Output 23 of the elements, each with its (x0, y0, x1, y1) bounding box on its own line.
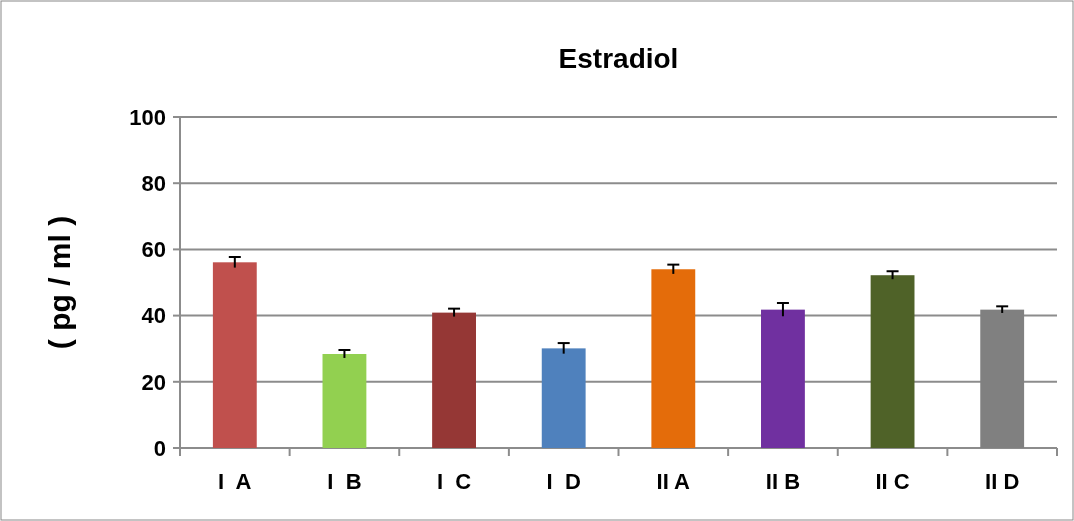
bar (432, 312, 476, 448)
x-tick-label: I B (327, 469, 362, 494)
y-axis-title: ( pg / ml ) (43, 215, 76, 350)
y-tick-label: 60 (141, 237, 166, 263)
bar (870, 275, 915, 448)
x-tick-label: I C (436, 469, 472, 494)
y-tick-label: 40 (141, 303, 166, 329)
x-tick-label: II D (985, 469, 1020, 494)
bar (541, 348, 586, 448)
y-tick-label: 20 (141, 369, 166, 395)
x-tick-label: II C (875, 469, 910, 494)
y-tick-label: 80 (141, 170, 166, 196)
x-tick-label: II B (765, 469, 801, 494)
y-tick-label: 100 (129, 104, 166, 130)
x-tick-label: II A (656, 469, 691, 494)
x-tick-label: I A (218, 469, 252, 494)
bar (322, 354, 367, 448)
chart-title: Estradiol (558, 43, 679, 74)
bar (212, 262, 257, 448)
bar (651, 269, 696, 448)
x-tick-label: I D (546, 469, 581, 494)
y-tick-label: 0 (153, 435, 166, 461)
bar (761, 309, 805, 448)
